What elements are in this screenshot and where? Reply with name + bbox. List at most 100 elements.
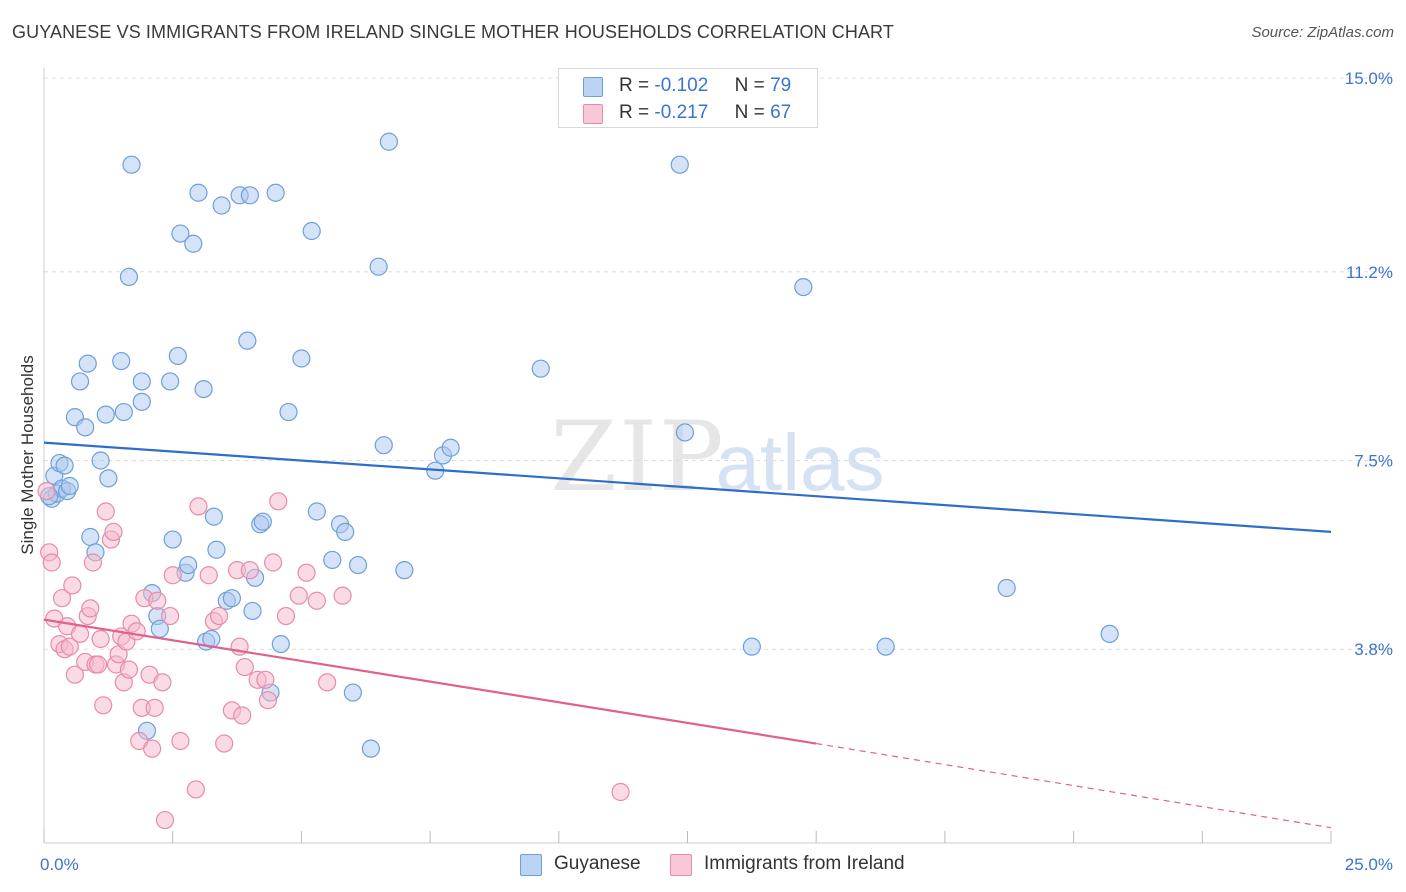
ireland-point bbox=[289, 586, 308, 605]
ireland-point bbox=[333, 586, 352, 605]
legend-label-guyanese: Guyanese bbox=[554, 853, 641, 874]
ireland-point bbox=[104, 522, 123, 542]
guyanese-point bbox=[670, 155, 689, 174]
ireland-point bbox=[127, 622, 146, 641]
guyanese-point bbox=[379, 132, 399, 151]
ireland-point bbox=[94, 696, 113, 715]
guyanese-point bbox=[207, 540, 226, 559]
guyanese-point bbox=[343, 683, 362, 702]
ireland-point bbox=[63, 576, 82, 595]
guyanese-point bbox=[253, 512, 272, 531]
ireland-point bbox=[307, 591, 326, 610]
ireland-point bbox=[171, 731, 190, 751]
ireland-point bbox=[186, 780, 205, 799]
x-tick-label: 25.0% bbox=[1345, 855, 1393, 874]
ireland-point bbox=[263, 553, 283, 572]
ireland-point bbox=[240, 561, 260, 580]
guyanese-point bbox=[78, 354, 97, 373]
ireland-point bbox=[148, 591, 167, 610]
ireland-point bbox=[256, 670, 275, 689]
ireland-point bbox=[276, 606, 296, 626]
ireland-point bbox=[145, 698, 164, 717]
guyanese-point bbox=[119, 267, 139, 286]
guyanese-point bbox=[361, 739, 380, 758]
n-value-ireland: 67 bbox=[770, 102, 792, 123]
guyanese-point bbox=[184, 234, 203, 253]
guyanese-point bbox=[163, 530, 182, 549]
guyanese-point bbox=[675, 423, 695, 442]
legend-label-ireland: Immigrants from Ireland bbox=[704, 853, 905, 874]
guyanese-point bbox=[161, 372, 180, 391]
guyanese-point bbox=[374, 436, 393, 455]
correlation-legend: R = -0.102 N = 79 R = -0.217 N = 67 bbox=[558, 68, 818, 128]
source-attribution: Source: ZipAtlas.com bbox=[1251, 24, 1394, 41]
ireland-point bbox=[163, 566, 182, 585]
guyanese-point bbox=[531, 359, 550, 378]
ireland-point bbox=[161, 606, 180, 626]
guyanese-point bbox=[369, 257, 388, 276]
ireland-point bbox=[96, 502, 115, 521]
guyanese-point bbox=[204, 507, 223, 526]
guyanese-point bbox=[323, 550, 342, 570]
ireland-point bbox=[318, 673, 337, 692]
guyanese-point bbox=[271, 634, 290, 654]
n-label: N = bbox=[734, 75, 765, 96]
ireland-point bbox=[83, 553, 103, 572]
guyanese-point bbox=[794, 278, 813, 297]
guyanese-trend-line bbox=[43, 441, 1332, 533]
pink-swatch-icon bbox=[583, 104, 603, 124]
ireland-point bbox=[233, 706, 252, 725]
guyanese-point bbox=[114, 402, 133, 422]
ireland-point bbox=[189, 497, 208, 516]
watermark-zip: ZIP bbox=[550, 401, 725, 513]
guyanese-point bbox=[243, 601, 262, 621]
guyanese-point bbox=[70, 372, 90, 391]
y-tick-label: 15.0% bbox=[1345, 69, 1393, 88]
guyanese-point bbox=[132, 392, 151, 411]
guyanese-point bbox=[876, 637, 895, 656]
ireland-point bbox=[70, 624, 90, 644]
guyanese-point bbox=[99, 469, 118, 488]
ireland-point bbox=[153, 673, 172, 692]
guyanese-point bbox=[997, 578, 1016, 598]
ireland-point bbox=[297, 563, 316, 582]
guyanese-point bbox=[122, 155, 141, 174]
guyanese-point bbox=[60, 476, 79, 496]
guyanese-point bbox=[395, 561, 414, 580]
ireland-trend-extension bbox=[816, 742, 1332, 829]
y-tick-label: 3.8% bbox=[1354, 640, 1393, 659]
ireland-point bbox=[215, 734, 234, 753]
r-value-ireland: -0.217 bbox=[654, 102, 709, 123]
r-value-guyanese: -0.102 bbox=[654, 75, 709, 96]
guyanese-point bbox=[441, 438, 460, 457]
guyanese-point bbox=[1100, 624, 1119, 644]
ireland-point bbox=[37, 482, 56, 501]
n-label: N = bbox=[734, 102, 765, 123]
ireland-point bbox=[119, 660, 139, 679]
guyanese-point bbox=[348, 555, 368, 575]
guyanese-point bbox=[240, 186, 260, 205]
ireland-point bbox=[199, 566, 218, 585]
blue-swatch-icon bbox=[520, 854, 542, 876]
guyanese-point bbox=[279, 402, 298, 422]
ireland-point bbox=[155, 810, 175, 830]
ireland-point bbox=[88, 655, 108, 674]
guyanese-point bbox=[189, 183, 208, 202]
guyanese-point bbox=[742, 637, 761, 656]
guyanese-point bbox=[171, 224, 190, 243]
ireland-point bbox=[81, 599, 100, 618]
guyanese-point bbox=[292, 349, 311, 368]
ireland-point bbox=[258, 691, 278, 710]
y-tick-label: 11.2% bbox=[1346, 263, 1393, 282]
ireland-point bbox=[143, 739, 162, 758]
guyanese-point bbox=[307, 502, 326, 521]
ireland-point bbox=[52, 589, 72, 608]
y-tick-label: 7.5% bbox=[1354, 452, 1393, 471]
guyanese-point bbox=[266, 183, 285, 202]
ireland-trend-line bbox=[43, 618, 817, 745]
guyanese-point bbox=[112, 351, 131, 371]
n-value-guyanese: 79 bbox=[770, 75, 792, 96]
x-tick-label: 0.0% bbox=[40, 855, 79, 874]
guyanese-point bbox=[132, 372, 151, 391]
